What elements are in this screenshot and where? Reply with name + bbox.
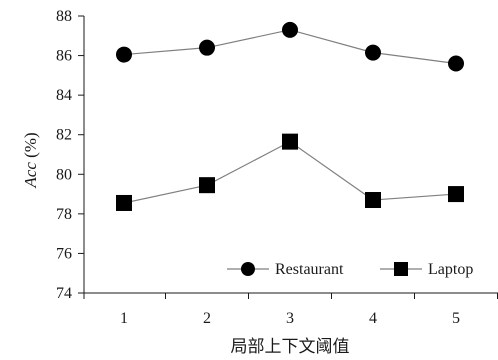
legend-marker-circle <box>241 262 255 276</box>
y-tick-label: 80 <box>56 166 72 183</box>
y-axis-title-italic: Acc <box>21 162 40 189</box>
y-axis-title-unit: (%) <box>21 132 40 162</box>
laptop-point <box>448 186 464 203</box>
y-tick-label: 76 <box>56 245 72 262</box>
restaurant-point <box>199 39 215 56</box>
series-line-laptop <box>123 140 457 204</box>
series-layer <box>116 21 464 211</box>
y-axis: 74 76 78 80 82 84 86 88 <box>56 8 85 302</box>
y-tick-label: 86 <box>56 48 72 65</box>
laptop-point <box>282 133 298 150</box>
y-tick-label: 88 <box>56 8 72 25</box>
laptop-point <box>365 192 381 209</box>
y-tick-label: 82 <box>56 127 72 144</box>
x-tick-label: 4 <box>369 310 377 327</box>
laptop-point <box>199 177 215 194</box>
y-tick-label: 84 <box>56 87 72 104</box>
legend-label: Restaurant <box>275 261 344 278</box>
x-tick-label: 2 <box>203 310 211 327</box>
x-axis-title: 局部上下文阈值 <box>231 337 350 356</box>
restaurant-point <box>116 46 132 63</box>
laptop-point <box>116 194 132 211</box>
x-tick-label: 1 <box>120 310 128 327</box>
legend-entry-restaurant: Restaurant <box>227 261 344 278</box>
restaurant-point <box>448 55 464 72</box>
restaurant-point <box>365 44 381 61</box>
restaurant-point <box>282 21 298 38</box>
legend-marker-square <box>394 262 408 276</box>
legend-entry-laptop: Laptop <box>380 261 473 278</box>
x-tick-label: 5 <box>452 310 460 327</box>
legend: Restaurant Laptop <box>227 261 473 278</box>
legend-label: Laptop <box>428 261 473 278</box>
y-tick-label: 78 <box>56 206 72 223</box>
x-tick-label: 3 <box>286 310 294 327</box>
y-tick-label: 74 <box>56 285 72 302</box>
x-axis: 1 2 3 4 5 <box>83 292 498 327</box>
y-axis-title: Acc (%) <box>21 132 40 188</box>
